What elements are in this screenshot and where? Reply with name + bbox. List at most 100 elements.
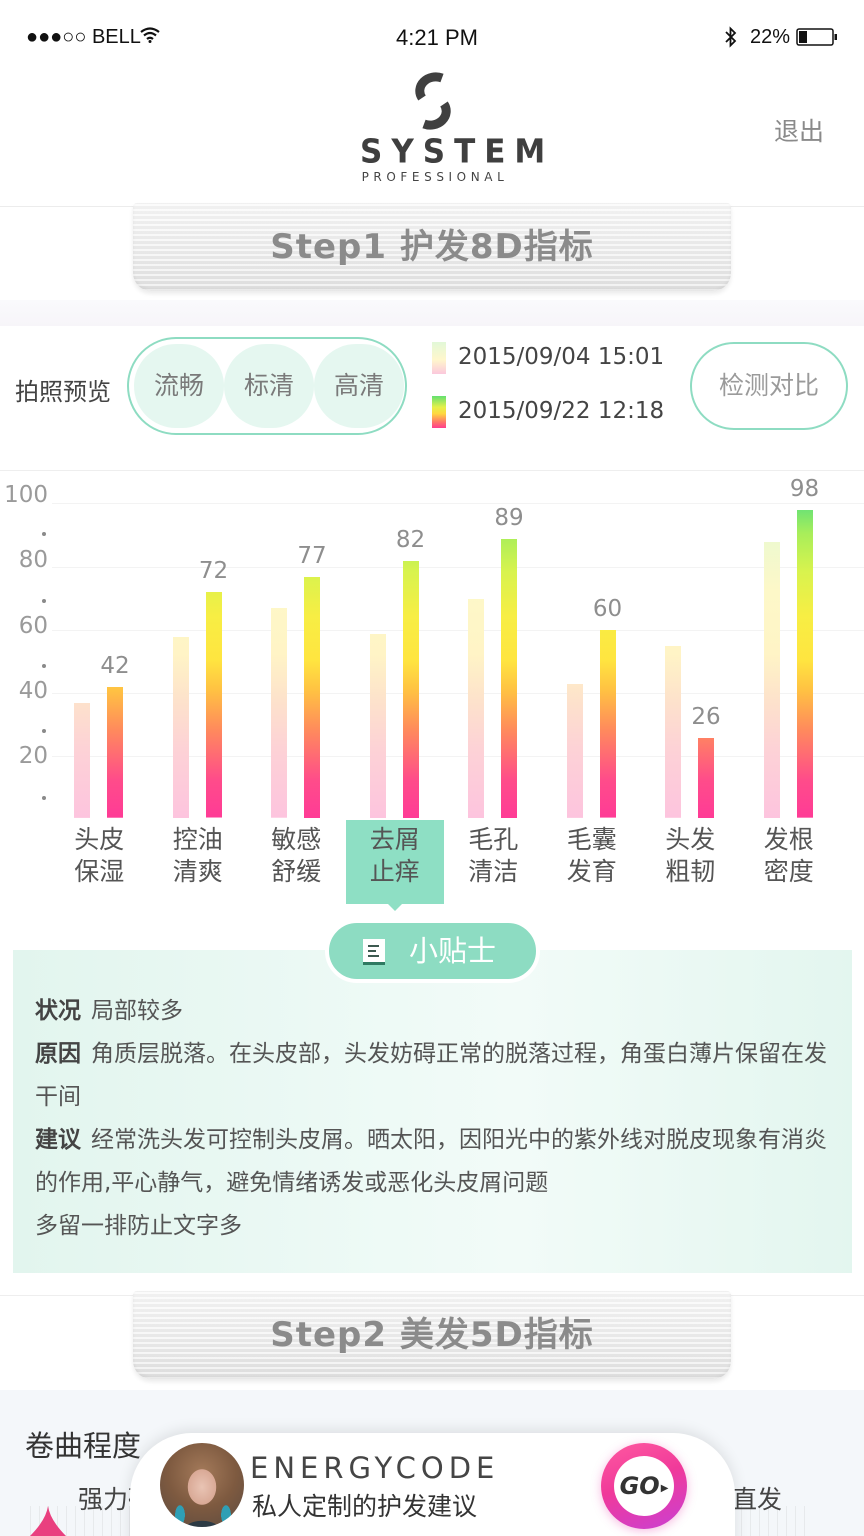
bar-previous [172,636,189,818]
tip-condition-text: 局部较多 [91,998,183,1024]
divider [0,470,864,471]
category-label: 去屑 止痒 [369,825,420,886]
gridline [52,630,864,631]
status-bar: ●●●○○ BELL 4:21 PM 22% [0,0,864,70]
bar-value-label: 42 [100,653,130,680]
bar-previous [665,646,681,818]
bar-previous [468,598,484,818]
go-button-face: GO▶ [614,1456,674,1516]
gridline [52,693,864,694]
y-tick-label: 40 [18,678,48,704]
tip-advice-text: 经常洗头发可控制头皮屑。晒太阳，因阳光中的紫外线对脱皮现象有消炎的作用,平心静气… [35,1127,827,1196]
bar-current [796,510,813,818]
chart-category[interactable]: 98 发根 密度 [740,470,839,920]
category-label: 头发 粗韧 [665,825,716,886]
bar-previous [271,608,287,818]
document-icon [363,939,385,965]
step1-banner: Step1 护发8D指标 [133,203,731,291]
battery-icon [796,28,837,46]
battery-percent: 22% [750,26,791,48]
model-avatar [160,1443,244,1527]
carrier-signal: ●●●○○ BELL [26,26,141,48]
tip-advice-label: 建议 [35,1127,81,1153]
curl-degree-title: 卷曲程度 [25,1429,142,1463]
bar-current [402,560,419,818]
y-tick-label: 100 [4,482,48,508]
quality-option-standard[interactable]: 标清 [224,344,314,428]
slider-marker-icon[interactable] [28,1506,68,1536]
chart-category[interactable]: 89 毛孔 清洁 [444,470,543,920]
bar-value-label: 77 [297,542,327,569]
bar-previous [566,684,583,818]
y-tick-label: 60 [18,613,48,639]
bar-value-label: 72 [198,558,229,585]
quality-option-hd[interactable]: 高清 [314,344,404,428]
category-label: 毛孔 清洁 [468,825,519,886]
play-arrow-icon: ▶ [660,1483,669,1494]
legend-date-current: 2015/09/22 12:18 [458,398,665,424]
tip-condition: 状况 局部较多 [35,990,830,1033]
quality-option-smooth[interactable]: 流畅 [134,344,224,428]
category-label: 控油 清爽 [172,825,223,886]
app-header: SYSTEM PROFESSIONAL 退出 [0,70,864,207]
tip-cause-label: 原因 [35,1041,81,1067]
bar-current [599,630,616,818]
bluetooth-icon [725,26,737,48]
legend-date-previous: 2015/09/04 15:01 [458,344,665,370]
hair-care-bar-chart: 100 80 60 40 20 42 头皮 保湿 72 控油 清爽 77 敏感 … [0,470,864,920]
bar-previous [74,703,90,818]
chart-category[interactable]: 60 毛囊 发育 [543,470,642,920]
category-label: 毛囊 发育 [566,825,617,886]
bar-value-label: 26 [691,703,721,730]
brand-logo: SYSTEM PROFESSIONAL [352,70,555,188]
energycode-promo-card[interactable]: ENERGYCODE 私人定制的护发建议 GO▶ [130,1433,735,1536]
promo-title: ENERGYCODE [250,1451,500,1485]
go-button[interactable]: GO▶ [601,1443,687,1529]
category-label-box [345,820,444,911]
quality-selector: 流畅 标清 高清 [127,337,407,435]
tip-cause: 原因 角质层脱落。在头皮部，头发妨碍正常的脱落过程，角蛋白薄片保留在发干间 [35,1033,830,1119]
bar-value-label: 89 [494,504,524,531]
y-tick-label: 20 [18,743,48,769]
tips-title: 小贴士 [409,934,497,968]
gridline [52,567,864,568]
logout-button[interactable]: 退出 [774,117,825,146]
bar-value-label: 98 [789,476,820,503]
bar-current [205,592,222,818]
bar-current [107,687,123,818]
promo-subtitle: 私人定制的护发建议 [252,1492,478,1521]
tip-cause-text: 角质层脱落。在头皮部，头发妨碍正常的脱落过程，角蛋白薄片保留在发干间 [35,1041,827,1110]
photo-preview-label: 拍照预览 [15,378,111,406]
go-label: GO [619,1472,660,1500]
chart-category[interactable]: 72 控油 清爽 [149,470,248,920]
bar-current [304,576,320,818]
brand-name: SYSTEM [360,133,555,171]
tips-header-pill: 小贴士 [325,919,540,983]
tip-extra-text: 多留一排防止文字多 [35,1213,242,1239]
gridline [52,756,864,757]
chart-category[interactable]: 26 头发 粗韧 [641,470,740,920]
gridline [52,503,864,504]
category-label: 头皮 保湿 [74,825,125,886]
step2-banner: Step2 美发5D指标 [133,1291,731,1379]
y-tick-label: 80 [18,547,48,573]
bar-previous [763,541,780,818]
logo-s-icon [415,72,451,130]
y-minor-dot [42,664,46,668]
chart-category[interactable]: 77 敏感 舒缓 [247,470,346,920]
y-minor-dot [42,729,46,733]
y-minor-dot [42,796,46,800]
bar-current [698,737,714,818]
section-band [0,300,864,326]
category-label: 发根 密度 [763,825,814,886]
y-minor-dot [42,532,46,536]
bar-current [501,538,517,818]
brand-subtitle: PROFESSIONAL [361,170,509,184]
compare-button[interactable]: 检测对比 [690,342,848,430]
tip-condition-label: 状况 [35,998,81,1024]
tips-panel: 状况 局部较多 原因 角质层脱落。在头皮部，头发妨碍正常的脱落过程，角蛋白薄片保留在… [13,950,852,1273]
wifi-icon [140,27,160,43]
chart-category[interactable]: 82 去屑 止痒 [345,470,445,920]
bar-value-label: 60 [592,596,623,623]
chart-category[interactable]: 42 头皮 保湿 [50,470,149,920]
